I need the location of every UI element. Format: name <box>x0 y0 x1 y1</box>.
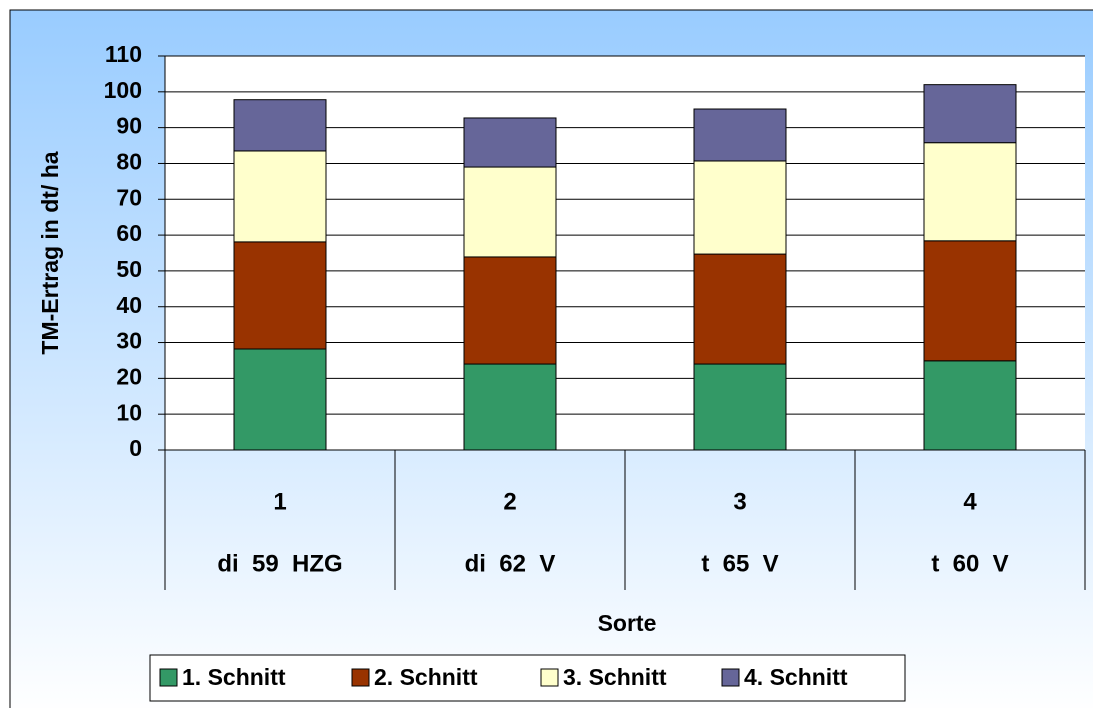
legend-swatch <box>540 668 559 687</box>
legend-label: 3. Schnitt <box>563 664 667 690</box>
x-tick-label: 4 <box>963 488 977 515</box>
bar-segment <box>463 117 557 168</box>
legend-swatch <box>159 668 178 687</box>
bar-segment <box>233 150 327 243</box>
legend-label: 1. Schnitt <box>182 664 286 690</box>
y-tick-label: 80 <box>116 149 142 175</box>
y-tick-label: 90 <box>116 113 142 139</box>
bar-segment <box>693 160 787 255</box>
legend-swatch <box>351 668 370 687</box>
bar-segment <box>693 108 787 162</box>
bar-segment <box>693 253 787 365</box>
bar-segment <box>463 256 557 365</box>
bar-segment <box>923 360 1017 451</box>
y-tick-label: 60 <box>116 220 142 246</box>
bar-segment <box>923 84 1017 144</box>
y-tick-label: 100 <box>104 77 142 103</box>
x-tick-label: 1 <box>273 488 286 515</box>
bar-segment <box>463 166 557 258</box>
legend-label: 2. Schnitt <box>374 664 478 690</box>
y-tick-label: 110 <box>105 41 142 67</box>
y-tick-label: 20 <box>116 363 142 389</box>
legend-swatch <box>721 668 740 687</box>
bar-segment <box>463 363 557 451</box>
bar-segment <box>693 363 787 451</box>
category-name: t 65 V <box>701 550 778 577</box>
category-name: di 62 V <box>465 550 556 577</box>
y-axis-title: TM-Ertrag in dt/ ha <box>37 151 63 354</box>
y-tick-label: 10 <box>116 399 142 425</box>
bar-segment <box>923 240 1017 362</box>
x-axis-title: Sorte <box>598 610 657 636</box>
y-tick-label: 70 <box>116 184 142 210</box>
legend-label: 4. Schnitt <box>744 664 848 690</box>
bar-segment <box>233 241 327 350</box>
y-tick-label: 30 <box>116 328 142 354</box>
category-name: t 60 V <box>931 550 1008 577</box>
bar-segment <box>923 142 1017 242</box>
x-tick-label: 2 <box>503 488 516 515</box>
y-tick-label: 0 <box>129 435 142 461</box>
y-tick-label: 50 <box>116 256 142 282</box>
legend <box>149 654 906 702</box>
category-name: di 59 HZG <box>217 550 342 577</box>
bar-segment <box>233 99 327 152</box>
y-tick-label: 40 <box>116 292 142 318</box>
bar-segment <box>233 348 327 451</box>
x-tick-label: 3 <box>733 488 746 515</box>
